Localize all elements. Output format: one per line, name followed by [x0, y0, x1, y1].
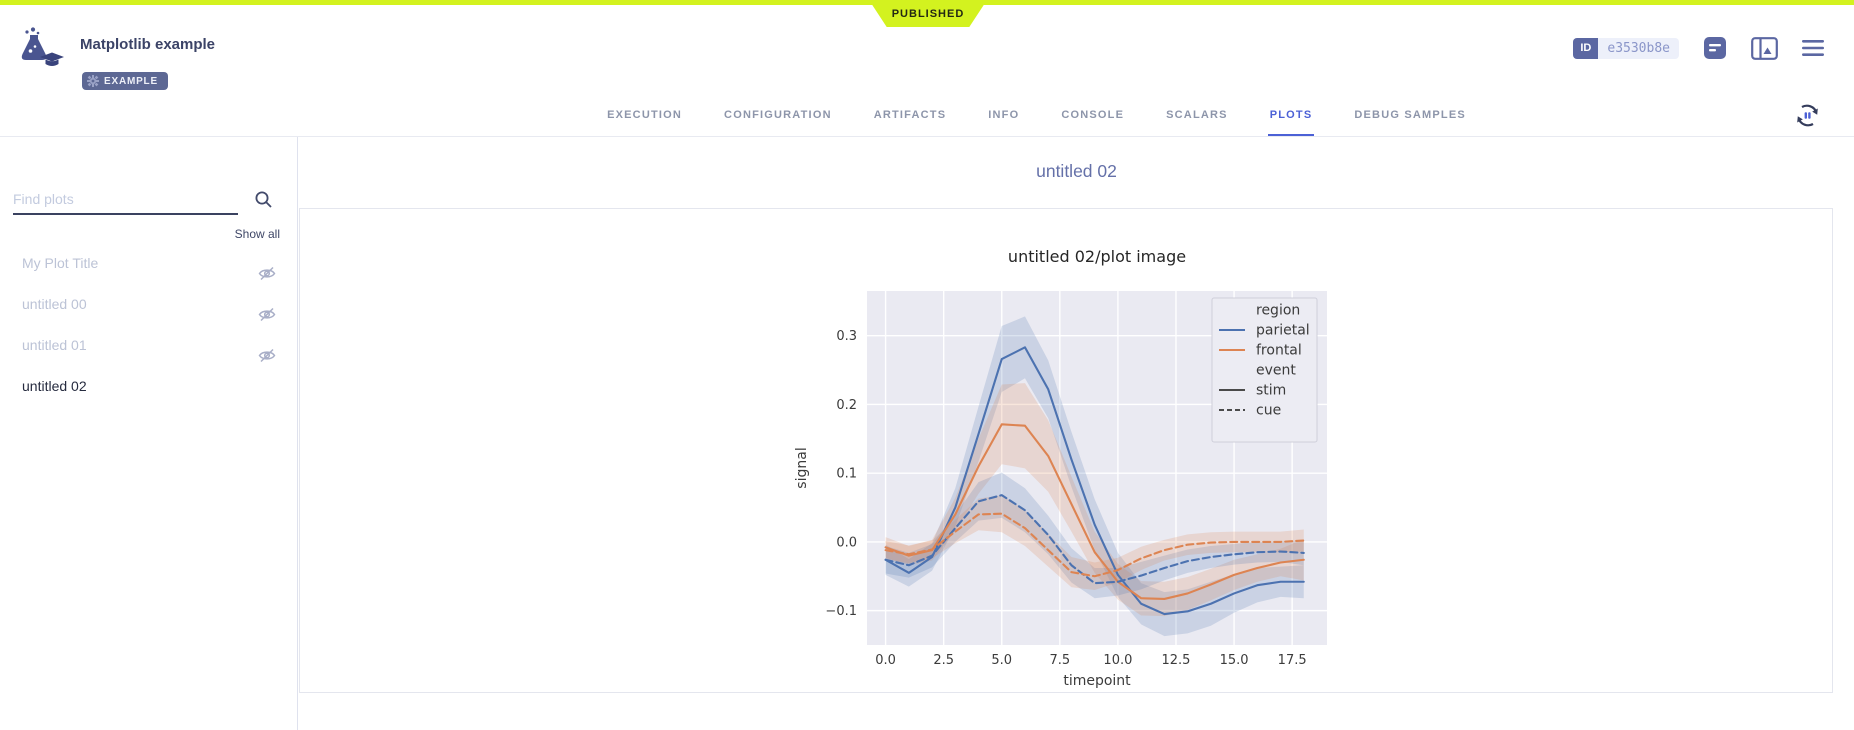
experiment-logo-icon: [18, 27, 64, 74]
svg-text:untitled 02/plot image: untitled 02/plot image: [1008, 247, 1186, 266]
info-panel-button[interactable]: [1751, 36, 1778, 60]
svg-text:cue: cue: [1256, 403, 1281, 419]
svg-text:0.1: 0.1: [836, 467, 857, 482]
auto-refresh-button[interactable]: [1794, 102, 1821, 129]
svg-text:−0.1: −0.1: [825, 604, 857, 619]
search-icon: [254, 190, 273, 214]
svg-text:5.0: 5.0: [991, 653, 1012, 668]
sidebar-item-label: untitled 00: [22, 296, 87, 312]
published-label: PUBLISHED: [891, 7, 965, 20]
id-value: e3530b8e: [1598, 37, 1679, 59]
section-title: untitled 02: [1036, 161, 1117, 181]
plot-figure-svg: untitled 02/plot image −0.1 0.0 0.1 0.2 0.3 0.…: [794, 247, 1327, 689]
experiment-tabs: EXECUTION CONFIGURATION ARTIFACTS INFO CONSO…: [299, 104, 1774, 137]
details-button[interactable]: [1703, 36, 1727, 60]
svg-text:signal: signal: [794, 447, 810, 488]
example-tag-label: EXAMPLE: [104, 75, 158, 87]
visibility-off-icon[interactable]: [258, 297, 276, 338]
page-title: Matplotlib example: [80, 36, 216, 53]
tab-plots[interactable]: PLOTS: [1267, 104, 1315, 137]
svg-text:0.0: 0.0: [875, 653, 896, 668]
status-badge-published: PUBLISHED: [869, 0, 987, 27]
plot-list: My Plot Title untitled 00 untitled 01 untit…: [0, 243, 298, 407]
svg-text:0.2: 0.2: [836, 398, 857, 413]
experiment-id-chip[interactable]: ID e3530b8e: [1573, 37, 1679, 59]
tab-info[interactable]: INFO: [988, 109, 1020, 121]
visibility-off-icon[interactable]: [258, 256, 276, 297]
hamburger-menu-icon: [1802, 40, 1824, 56]
show-all-link[interactable]: Show all: [234, 227, 280, 241]
sidebar-item-untitled-00[interactable]: untitled 00: [0, 284, 298, 325]
menu-button[interactable]: [1802, 39, 1824, 57]
svg-text:10.0: 10.0: [1103, 653, 1132, 668]
id-label: ID: [1573, 37, 1599, 59]
side-panel-chart-icon: [1751, 36, 1778, 60]
sidebar-item-untitled-02[interactable]: untitled 02: [0, 366, 298, 407]
svg-text:stim: stim: [1256, 383, 1286, 399]
visibility-off-icon[interactable]: [258, 338, 276, 379]
svg-text:timepoint: timepoint: [1063, 673, 1131, 689]
sidebar-item-untitled-01[interactable]: untitled 01: [0, 325, 298, 366]
svg-text:region: region: [1256, 303, 1300, 319]
header-divider: [0, 136, 1854, 137]
search-input[interactable]: [13, 185, 238, 215]
plot-figure[interactable]: untitled 02/plot image −0.1 0.0 0.1 0.2 0.3 0.…: [790, 240, 1350, 700]
svg-text:17.5: 17.5: [1278, 653, 1307, 668]
gear-icon: [87, 75, 99, 87]
svg-text:7.5: 7.5: [1049, 653, 1070, 668]
sidebar-item-label: untitled 02: [22, 378, 87, 394]
tab-console[interactable]: CONSOLE: [1061, 109, 1125, 121]
refresh-pause-icon: [1797, 104, 1818, 127]
svg-text:event: event: [1256, 363, 1296, 379]
tab-artifacts[interactable]: ARTIFACTS: [873, 109, 947, 121]
plots-sidebar: Show all My Plot Title untitled 00 untitle…: [0, 137, 298, 730]
sidebar-item-label: My Plot Title: [22, 255, 99, 271]
svg-text:15.0: 15.0: [1220, 653, 1249, 668]
sidebar-item-my-plot-title[interactable]: My Plot Title: [0, 243, 298, 284]
header-actions: ID e3530b8e: [1573, 36, 1824, 60]
tab-execution[interactable]: EXECUTION: [607, 109, 683, 121]
tab-configuration[interactable]: CONFIGURATION: [724, 109, 832, 121]
svg-text:12.5: 12.5: [1162, 653, 1191, 668]
details-icon: [1704, 37, 1726, 59]
sidebar-item-label: untitled 01: [22, 337, 87, 353]
svg-text:0.0: 0.0: [836, 535, 857, 550]
svg-text:parietal: parietal: [1256, 323, 1310, 339]
svg-text:0.3: 0.3: [836, 329, 857, 344]
tab-scalars[interactable]: SCALARS: [1166, 109, 1228, 121]
svg-text:2.5: 2.5: [933, 653, 954, 668]
tab-debug-samples[interactable]: DEBUG SAMPLES: [1354, 109, 1466, 121]
example-tag: EXAMPLE: [82, 72, 168, 90]
svg-text:frontal: frontal: [1256, 343, 1302, 359]
